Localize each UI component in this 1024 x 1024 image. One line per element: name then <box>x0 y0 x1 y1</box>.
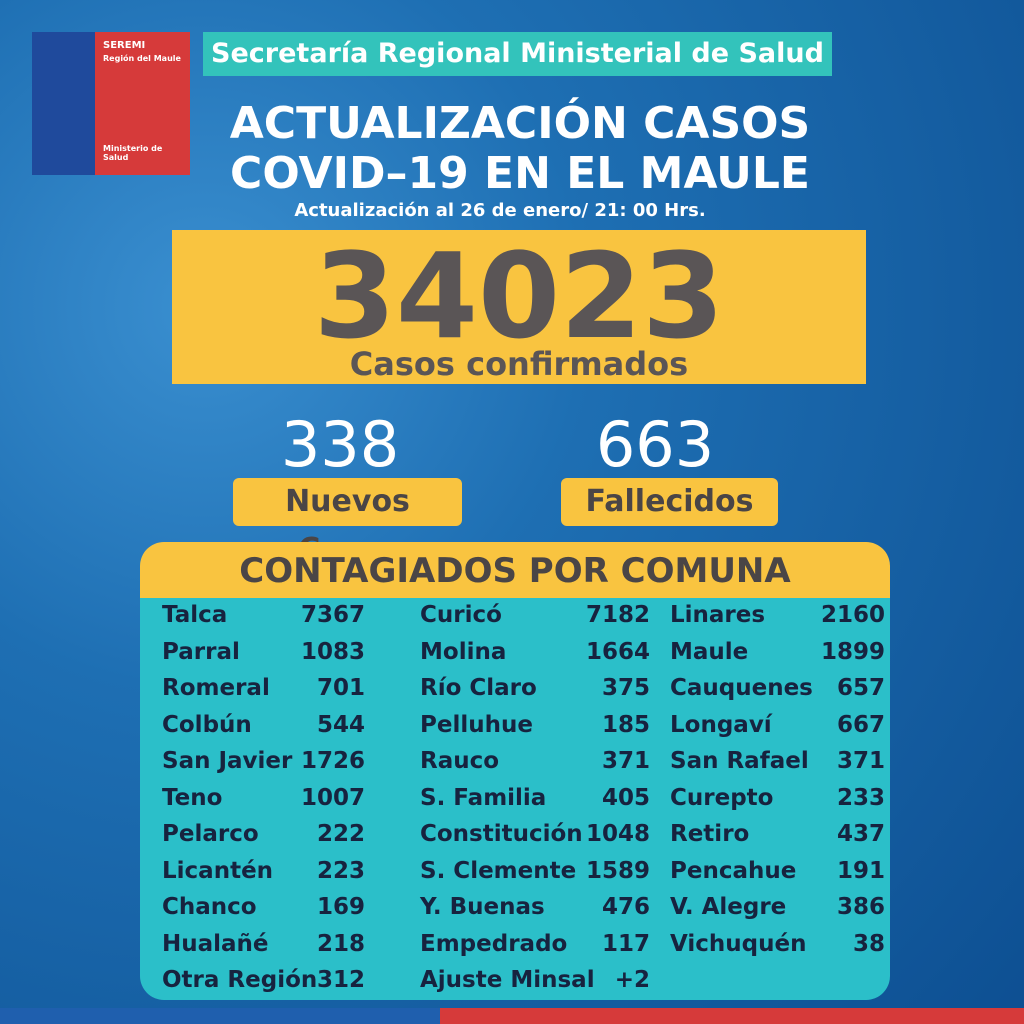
comuna-value: 405 <box>601 784 650 811</box>
comuna-name: San Javier <box>162 748 293 774</box>
logo-ministry: Ministerio de Salud <box>103 144 163 162</box>
comuna-value: +2 <box>614 967 650 993</box>
title: ACTUALIZACIÓN CASOS <box>229 98 811 149</box>
comuna-value: 544 <box>316 711 365 738</box>
comuna-value: 7182 <box>585 602 650 628</box>
comuna-value: 1007 <box>300 784 365 811</box>
title: COVID–19 EN EL MAULE <box>230 148 810 199</box>
comuna-name: Talca <box>162 602 228 628</box>
comuna-value: 667 <box>836 711 885 738</box>
comuna-value: 1083 <box>300 638 365 665</box>
logo-brand: SEREMI <box>103 40 146 51</box>
comuna-name: S. Clemente <box>420 857 577 884</box>
total-value: 34023 <box>313 227 725 365</box>
comuna-name: Pelluhue <box>420 711 533 738</box>
stat-value: 663 <box>595 408 715 481</box>
subtitle: Actualización al 26 de enero/ 21: 00 Hrs… <box>294 200 706 221</box>
comuna-name: Otra Región <box>162 967 318 993</box>
comuna-name: Chanco <box>162 894 257 920</box>
comuna-value: 371 <box>836 748 885 774</box>
comuna-value: 657 <box>836 675 885 701</box>
comuna-value: 1664 <box>585 638 650 665</box>
comuna-value: 375 <box>601 675 650 701</box>
comuna-value: 223 <box>316 857 365 884</box>
strip <box>0 1008 440 1024</box>
comuna-name: Cauquenes <box>670 675 813 701</box>
comuna-value: 1899 <box>820 638 885 665</box>
comuna-value: 185 <box>601 711 650 738</box>
comuna-value: 1048 <box>585 821 650 847</box>
comuna-value: 7367 <box>300 602 365 628</box>
comuna-name: Teno <box>162 784 223 811</box>
logo-flag <box>32 32 95 175</box>
comuna-value: 1589 <box>585 857 650 884</box>
comuna-name: S. Familia <box>420 784 547 811</box>
comuna-name: Vichuquén <box>670 930 807 957</box>
comuna-value: 371 <box>601 748 650 774</box>
comuna-name: V. Alegre <box>670 894 787 920</box>
comuna-value: 2160 <box>820 602 885 628</box>
comuna-name: Pencahue <box>670 857 797 884</box>
table: Talca 7367 Curicó 7182 Linares 2160 Parral 1083… <box>140 598 890 1000</box>
comuna-value: 386 <box>836 894 885 920</box>
total-box <box>172 230 866 384</box>
comuna-name: Parral <box>162 638 240 665</box>
logo: SEREMI Región del Maule Ministerio de Sa… <box>95 32 190 175</box>
total-label: Casos confirmados <box>349 345 689 383</box>
comuna-name: Rauco <box>420 748 500 774</box>
comuna-value: 1726 <box>300 748 365 774</box>
comuna-name: Hualañé <box>162 930 269 957</box>
comuna-name: Pelarco <box>162 821 259 847</box>
comuna-name: Colbún <box>162 711 252 738</box>
comuna-value: 218 <box>316 930 365 957</box>
comuna-value: 191 <box>836 857 885 884</box>
comuna-name: Curicó <box>420 602 502 628</box>
comuna-name: Curepto <box>670 784 774 811</box>
comuna-value: 117 <box>601 930 650 957</box>
comuna-value: 312 <box>316 967 365 993</box>
comuna-value: 38 <box>852 930 885 957</box>
comuna-name: Empedrado <box>420 930 568 957</box>
comuna-name: Linares <box>670 602 766 628</box>
comuna-value: 437 <box>836 821 885 847</box>
comuna-value: 233 <box>836 784 885 811</box>
comuna-value: 476 <box>601 894 650 920</box>
comuna-name: Río Claro <box>420 675 537 701</box>
table-title: CONTAGIADOS POR COMUNA <box>140 542 890 598</box>
banner: Secretaría Regional Ministerial de Salud <box>203 32 832 76</box>
stat-label: Nuevos Casos <box>233 478 462 567</box>
comuna-name: Romeral <box>162 675 270 701</box>
comuna-value: 222 <box>316 821 365 847</box>
stat-label: Fallecidos <box>561 478 778 526</box>
comuna-value: 701 <box>316 675 365 701</box>
comuna-name: Retiro <box>670 821 750 847</box>
stat-value: 338 <box>280 408 400 481</box>
comuna-name: Y. Buenas <box>420 894 545 920</box>
comuna-name: San Rafael <box>670 748 809 774</box>
comuna-name: Ajuste Minsal <box>420 967 595 993</box>
logo-region: Región del Maule <box>103 54 181 63</box>
comuna-name: Molina <box>420 638 507 665</box>
comuna-name: Constitución <box>420 821 583 847</box>
comuna-name: Licantén <box>162 857 274 884</box>
comuna-value: 169 <box>316 894 365 920</box>
strip <box>440 1008 1024 1024</box>
comuna-name: Longaví <box>670 711 772 738</box>
comuna-name: Maule <box>670 638 749 665</box>
